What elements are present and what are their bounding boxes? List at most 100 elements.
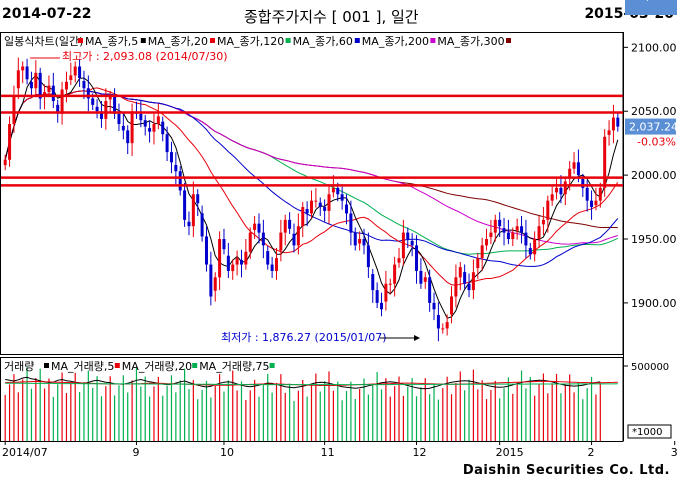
candle-body [331,187,335,193]
candle-body [296,226,300,246]
candle-body [25,66,29,80]
price-legend-item: MA_종가,20 [148,35,208,48]
candle-body [8,124,12,160]
candle-body [301,207,305,227]
candle-body [196,194,200,204]
price-legend-item: MA_종가,60 [293,35,353,48]
candle-body [165,134,169,153]
candle-body [353,232,357,246]
legend-swatch [78,38,83,43]
candle-body [310,200,313,214]
price-tick-label: 2000.00 [631,169,677,182]
chart-title: 종합주가지수 [ 001 ], 일간 [244,8,419,26]
last-volume-label: 351,731K [627,0,675,3]
candle-body [174,165,178,172]
candle-body [436,315,440,329]
candle-body [441,328,445,330]
price-tick-label: 2100.00 [631,41,677,54]
candle-body [502,228,506,233]
candle-body [546,200,550,220]
candle-body [568,168,572,178]
legend-swatch [269,363,275,368]
candle-body [305,208,309,214]
price-tick-label: 1900.00 [631,297,677,310]
volume-legend-item: MA_거래량,20 [122,360,192,373]
x-tick-label: 2015 [496,446,524,459]
candle-body [454,277,458,297]
candle-body [253,223,257,230]
candle-body [64,81,68,90]
low-price-arrow [414,335,420,341]
candle-body [555,187,559,193]
volume-unit-label: *1000 [632,427,662,438]
candle-body [498,219,502,227]
candle-body [283,219,287,233]
candle-body [327,194,331,211]
volume-tick-label: 500000 [631,362,669,373]
candle-body [476,258,480,269]
candle-body [616,117,620,127]
candle-body [191,194,195,227]
candle-body [375,290,379,303]
volume-unit-box [627,424,672,439]
candle-body [209,264,213,297]
candle-body [585,187,589,201]
candle-body [244,251,248,265]
candle-body [139,113,143,121]
price-tick-label: 1950.00 [631,233,677,246]
price-legend-item: MA_종가,120 [217,35,284,48]
candle-body [336,187,340,195]
candle-body [69,75,73,80]
candle-body [270,264,274,271]
candle-body [467,283,471,291]
candle-body [43,92,47,97]
legend-swatch [140,38,146,43]
candle-body [590,200,594,208]
candle-body [371,274,375,291]
candle-body [388,283,392,285]
candle-body [445,322,449,329]
legend-swatch [506,38,511,43]
candle-body [161,121,165,135]
candle-body [148,128,152,132]
last-price-label: 2,037.24 [629,121,678,134]
candle-body [611,117,615,131]
volume-legend-item: MA_거래량,75 [199,360,269,373]
price-legend-item: MA_종가,5 [85,35,138,48]
legend-swatch [430,38,436,43]
candle-body [178,171,182,191]
candle-body [380,302,384,310]
candle-body [226,255,230,271]
candle-body [3,159,7,166]
candle-body [432,302,436,310]
candle-body [397,258,401,263]
candle-body [257,223,261,233]
candle-body [581,178,585,188]
candle-body [187,221,191,227]
x-tick-label: 12 [413,446,427,459]
candle-body [362,239,366,246]
candle-body [463,272,467,284]
candle-body [169,152,173,163]
price-tick-label: 2050.00 [631,105,677,118]
candle-body [401,232,405,259]
candle-body [152,124,156,132]
candle-body [594,200,598,206]
candle-body [117,113,121,124]
footer-credit: Daishin Securities Co. Ltd. [462,463,670,478]
x-tick-label: 10 [220,446,234,459]
candle-body [349,213,353,233]
candle-body [419,270,423,284]
volume-legend-item: MA_거래량,5 [51,360,114,373]
candle-body [21,66,25,71]
candle-body [235,258,239,265]
candle-body [143,120,147,127]
candle-body [86,88,90,99]
candle-body [95,106,99,112]
last-price-box [625,118,676,135]
vol-ma75-line [5,382,618,386]
candle-body [559,187,563,195]
candle-body [113,95,117,114]
price-legend-item: MA_종가,200 [362,35,429,48]
candle-body [607,130,611,135]
